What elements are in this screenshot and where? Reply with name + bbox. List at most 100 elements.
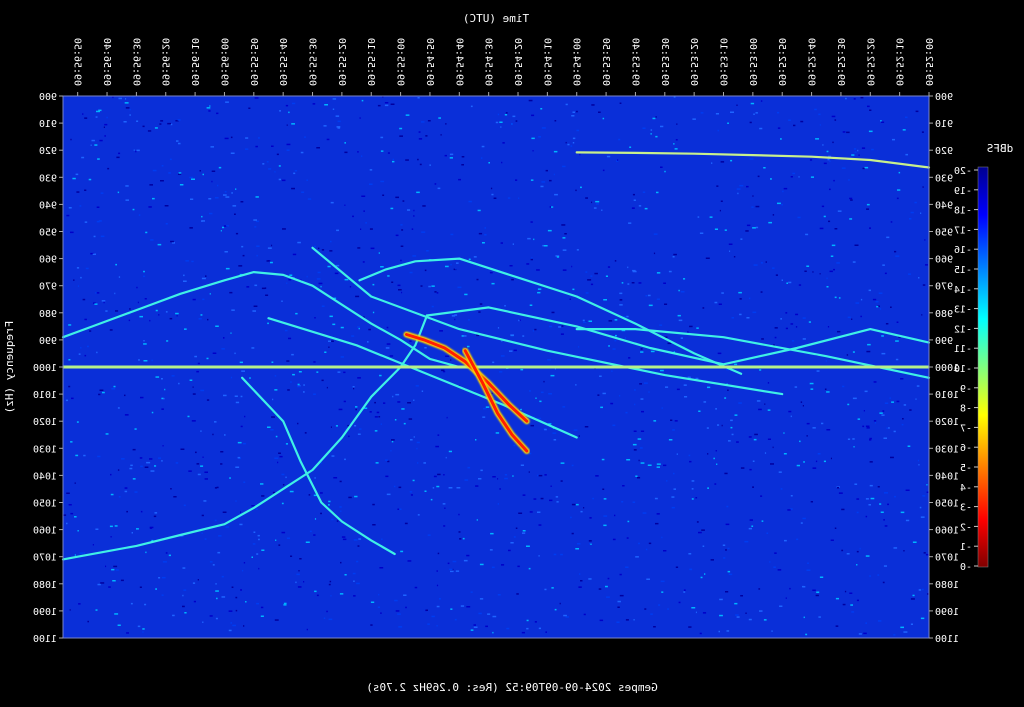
noise-speck (95, 528, 99, 530)
noise-speck (66, 214, 70, 217)
noise-speck (715, 113, 719, 115)
noise-speck (533, 498, 537, 500)
noise-speck (282, 228, 286, 230)
noise-speck (445, 123, 447, 125)
noise-speck (812, 427, 816, 429)
noise-speck (526, 545, 530, 547)
noise-speck (606, 155, 611, 158)
noise-speck (417, 514, 420, 516)
noise-speck (532, 150, 534, 152)
noise-speck (353, 387, 355, 390)
noise-speck (262, 163, 265, 165)
noise-speck (854, 151, 857, 153)
noise-speck (149, 527, 153, 529)
noise-speck (386, 326, 389, 329)
noise-speck (455, 268, 457, 270)
noise-speck (443, 525, 446, 527)
noise-speck (332, 98, 337, 100)
noise-speck (316, 371, 319, 373)
noise-speck (355, 408, 357, 411)
noise-speck (768, 221, 772, 224)
noise-speck (229, 291, 233, 294)
noise-speck (271, 244, 273, 247)
noise-speck (277, 461, 279, 464)
noise-speck (816, 370, 820, 372)
noise-speck (192, 393, 196, 395)
noise-speck (647, 294, 651, 297)
noise-speck (540, 108, 543, 110)
noise-speck (198, 318, 202, 320)
noise-speck (802, 405, 804, 407)
noise-speck (425, 135, 428, 137)
noise-speck (510, 542, 514, 544)
noise-speck (798, 176, 800, 178)
noise-speck (381, 538, 383, 540)
noise-speck (781, 279, 783, 281)
noise-speck (875, 301, 879, 303)
noise-speck (450, 570, 454, 573)
noise-speck (900, 626, 904, 629)
noise-speck (853, 446, 855, 448)
noise-speck (826, 429, 828, 431)
noise-speck (124, 490, 128, 493)
noise-speck (479, 303, 483, 305)
noise-speck (716, 185, 719, 187)
noise-speck (297, 385, 301, 388)
noise-speck (869, 437, 872, 440)
x-tick-label: 09:55:10 (365, 38, 376, 86)
noise-speck (640, 430, 645, 432)
noise-speck (200, 314, 203, 316)
noise-speck (80, 276, 82, 279)
noise-speck (384, 102, 389, 104)
noise-speck (212, 564, 215, 566)
noise-speck (393, 485, 396, 488)
noise-speck (231, 309, 235, 311)
noise-speck (595, 203, 599, 205)
noise-speck (667, 608, 669, 610)
noise-speck (339, 593, 344, 595)
noise-speck (316, 594, 319, 597)
colorbar-tick-label: -12 (954, 324, 972, 335)
noise-speck (869, 484, 873, 487)
noise-speck (823, 460, 826, 463)
noise-speck (691, 607, 696, 609)
noise-speck (134, 428, 137, 430)
noise-speck (883, 437, 887, 439)
x-tick-label: 09:53:00 (747, 38, 758, 86)
colorbar-tick-label: -4 (960, 483, 972, 494)
noise-speck (195, 451, 197, 454)
noise-speck (773, 344, 775, 346)
noise-speck (281, 300, 283, 302)
noise-speck (96, 220, 100, 223)
noise-speck (627, 266, 629, 269)
noise-speck (372, 503, 375, 506)
x-tick-label: 09:54:40 (453, 38, 464, 86)
noise-speck (332, 323, 336, 326)
noise-speck (896, 400, 900, 403)
noise-speck (562, 269, 567, 271)
noise-speck (135, 150, 137, 153)
noise-speck (795, 326, 798, 328)
noise-speck (664, 303, 668, 305)
noise-speck (912, 594, 915, 597)
noise-speck (543, 245, 548, 247)
noise-speck (353, 539, 358, 541)
noise-speck (464, 346, 467, 349)
noise-speck (656, 272, 661, 274)
noise-speck (638, 205, 642, 207)
colorbar-tick-label: -19 (954, 186, 972, 197)
noise-speck (79, 205, 82, 207)
noise-speck (298, 371, 302, 373)
noise-speck (437, 434, 440, 436)
y-tick-label: 1030 (33, 444, 57, 455)
noise-speck (552, 432, 557, 434)
noise-speck (380, 136, 384, 139)
y-tick-label: 1090 (33, 607, 57, 618)
noise-speck (754, 433, 758, 436)
noise-speck (368, 328, 371, 331)
noise-speck (805, 233, 809, 236)
noise-speck (139, 457, 143, 459)
noise-speck (884, 272, 887, 275)
noise-speck (638, 459, 640, 462)
noise-speck (482, 242, 485, 244)
